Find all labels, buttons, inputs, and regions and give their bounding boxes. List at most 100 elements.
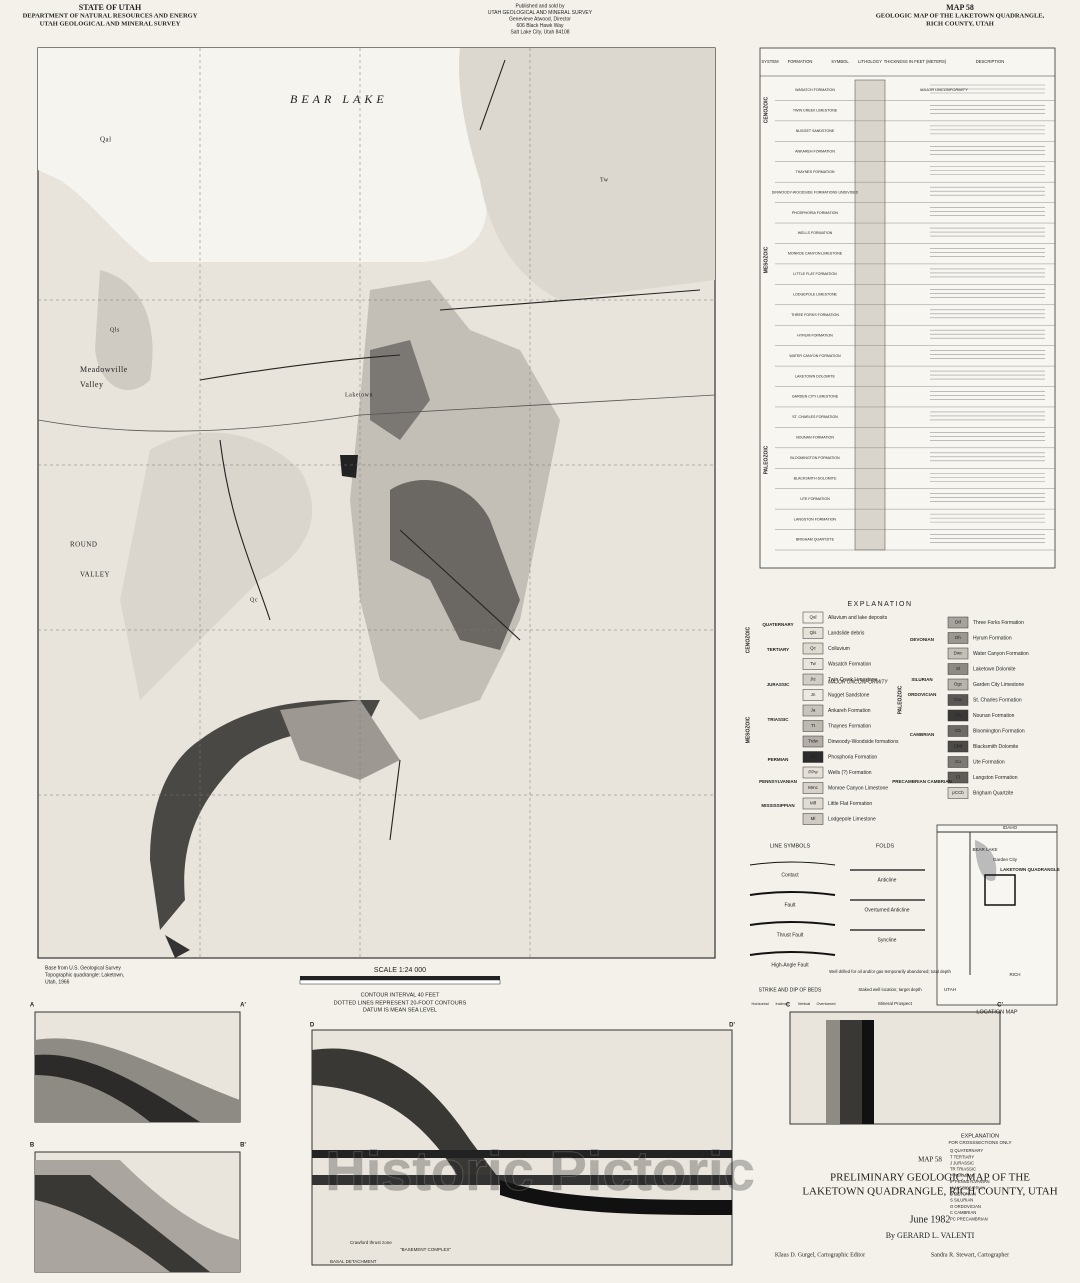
credit: Klaus D. Gurgel, Cartographic Editor (775, 1252, 865, 1258)
map-label: BEAR LAKE (290, 92, 388, 106)
map-label: Qc (250, 597, 258, 603)
column-formation: LANGSTON FORMATION (794, 517, 836, 521)
legend-symbol: PPw (808, 770, 818, 775)
section-unit (35, 1038, 240, 1122)
column-formation: THAYNES FORMATION (796, 170, 835, 174)
legend-swatch (947, 740, 969, 753)
legend-swatch (802, 813, 824, 825)
faults (199, 59, 701, 841)
system-label: QUATERNARY (762, 622, 793, 627)
legend-swatch (947, 616, 969, 629)
scale-segment (300, 976, 500, 980)
column-header: SYSTEM (761, 59, 779, 64)
map-label: Valley (80, 380, 103, 389)
legend-swatch (947, 647, 969, 660)
header-center: UTAH GEOLOGICAL AND MINERAL SURVEY (488, 10, 593, 16)
title-date: June 1982 (910, 1214, 951, 1225)
column-formation: DINWOODY-WOODSIDE FORMATIONS UNDIVIDED (772, 190, 859, 194)
xs-expl-item: IP PENNSYLVANIAN (950, 1179, 990, 1184)
section-label: B (30, 1143, 35, 1149)
header-right: GEOLOGIC MAP OF THE LAKETOWN QUADRANGLE, (876, 12, 1045, 19)
era-label: MESOZOIC (763, 246, 769, 273)
legend-name: Phosphoria Formation (828, 754, 877, 760)
strike-label: Horizontal (751, 1002, 768, 1006)
era-label: CENOZOIC (763, 96, 769, 123)
section-unit (840, 1020, 862, 1124)
legend-name: Blacksmith Dolomite (973, 744, 1019, 750)
legend-swatch (802, 611, 824, 624)
fault-line (399, 529, 521, 641)
legend-swatch (947, 694, 969, 706)
legend-symbol: Pp (810, 754, 816, 759)
section-label: C (786, 1003, 791, 1009)
system-label: MISSISSIPPIAN (761, 803, 794, 808)
legend-swatch (802, 704, 824, 717)
xs-expl-item: Q QUATERNARY (950, 1148, 983, 1153)
column-formation: BLOOMINGTON FORMATION (790, 456, 840, 460)
legend-symbol: Cb (955, 728, 961, 733)
base-source: Utah, 1966 (45, 979, 70, 985)
xs-expl-title: EXPLANATION (961, 1133, 999, 1139)
legend-symbol: Jtc (810, 677, 817, 682)
legend-swatch (947, 725, 969, 737)
map-label: VALLEY (80, 571, 110, 579)
legend-symbol: Ja (811, 708, 816, 713)
east-slope (459, 48, 715, 300)
legend-name: Langston Formation (973, 775, 1018, 781)
section-note: Crawford thrust zone (350, 1240, 392, 1245)
legend-swatch (947, 663, 969, 675)
symbol-title: FOLDS (876, 843, 895, 849)
section-grid (38, 48, 715, 958)
cross-sections (34, 1011, 1001, 1273)
map-label: Tw (600, 177, 609, 183)
location-title: LOCATION MAP (976, 1009, 1017, 1015)
quadrangle-box (984, 874, 1016, 906)
legend-swatch (802, 751, 824, 763)
scale-text: SCALE 1:24 000 (374, 967, 426, 974)
map-label: Qls (110, 327, 120, 333)
title-author: By GERARD L. VALENTI (886, 1231, 975, 1240)
legend-swatch (802, 782, 824, 794)
symbol-line (749, 921, 836, 926)
xs-expl-item: D DEVONIAN (950, 1192, 976, 1197)
xs-expl-item: M MISSISSIPPIAN (950, 1185, 985, 1190)
section-unit (35, 1175, 210, 1272)
bear-lake-water (38, 48, 487, 262)
fault-line (219, 439, 271, 621)
section-label: D' (729, 1023, 735, 1029)
legend-swatch (802, 766, 824, 779)
era-label: MESOZOIC (745, 716, 751, 743)
column-formation: ANKAREH FORMATION (795, 149, 835, 153)
outcrop (340, 455, 358, 478)
column-formation: NUGGET SANDSTONE (796, 129, 835, 133)
legend-name: Wells (?) Formation (828, 770, 872, 776)
legend-symbol: Cu (955, 759, 961, 764)
section-note: BASAL DETACHMENT (330, 1259, 377, 1264)
header-left: DEPARTMENT OF NATURAL RESOURCES AND ENER… (23, 12, 198, 19)
legend-name: Thaynes Formation (828, 723, 871, 729)
symbol-line (749, 891, 836, 896)
legend-symbol: Ogc (954, 682, 963, 687)
legend-name: Brigham Quartzite (973, 790, 1014, 796)
legend-symbol: Cbd (954, 744, 963, 749)
map-label: Meadowville (80, 365, 128, 374)
symbol-label: Anticline (878, 877, 897, 883)
section-label: A' (240, 1003, 246, 1009)
era-label: PALEOZOIC (897, 685, 903, 714)
column-header: SYMBOL (831, 59, 849, 64)
scale-segment (299, 979, 501, 985)
location-label: UTAH (944, 987, 956, 992)
legend-symbol: Mmc (808, 785, 818, 790)
strike-label: Vertical (798, 1002, 811, 1006)
legend-swatch (947, 632, 969, 644)
legend-name: Laketown Dolomite (973, 666, 1016, 672)
section-unit (312, 1048, 500, 1180)
legend-name: Nugget Sandstone (828, 692, 870, 698)
section-unit (862, 1020, 874, 1124)
scale-text: DOTTED LINES REPRESENT 20-FOOT CONTOURS (334, 1000, 467, 1006)
map-label: ROUND (70, 541, 97, 549)
symbol-label: Overturned Anticline (864, 907, 909, 913)
prospect-label: Mineral Prospect (878, 1001, 913, 1006)
system-label: TRIASSIC (767, 717, 789, 722)
